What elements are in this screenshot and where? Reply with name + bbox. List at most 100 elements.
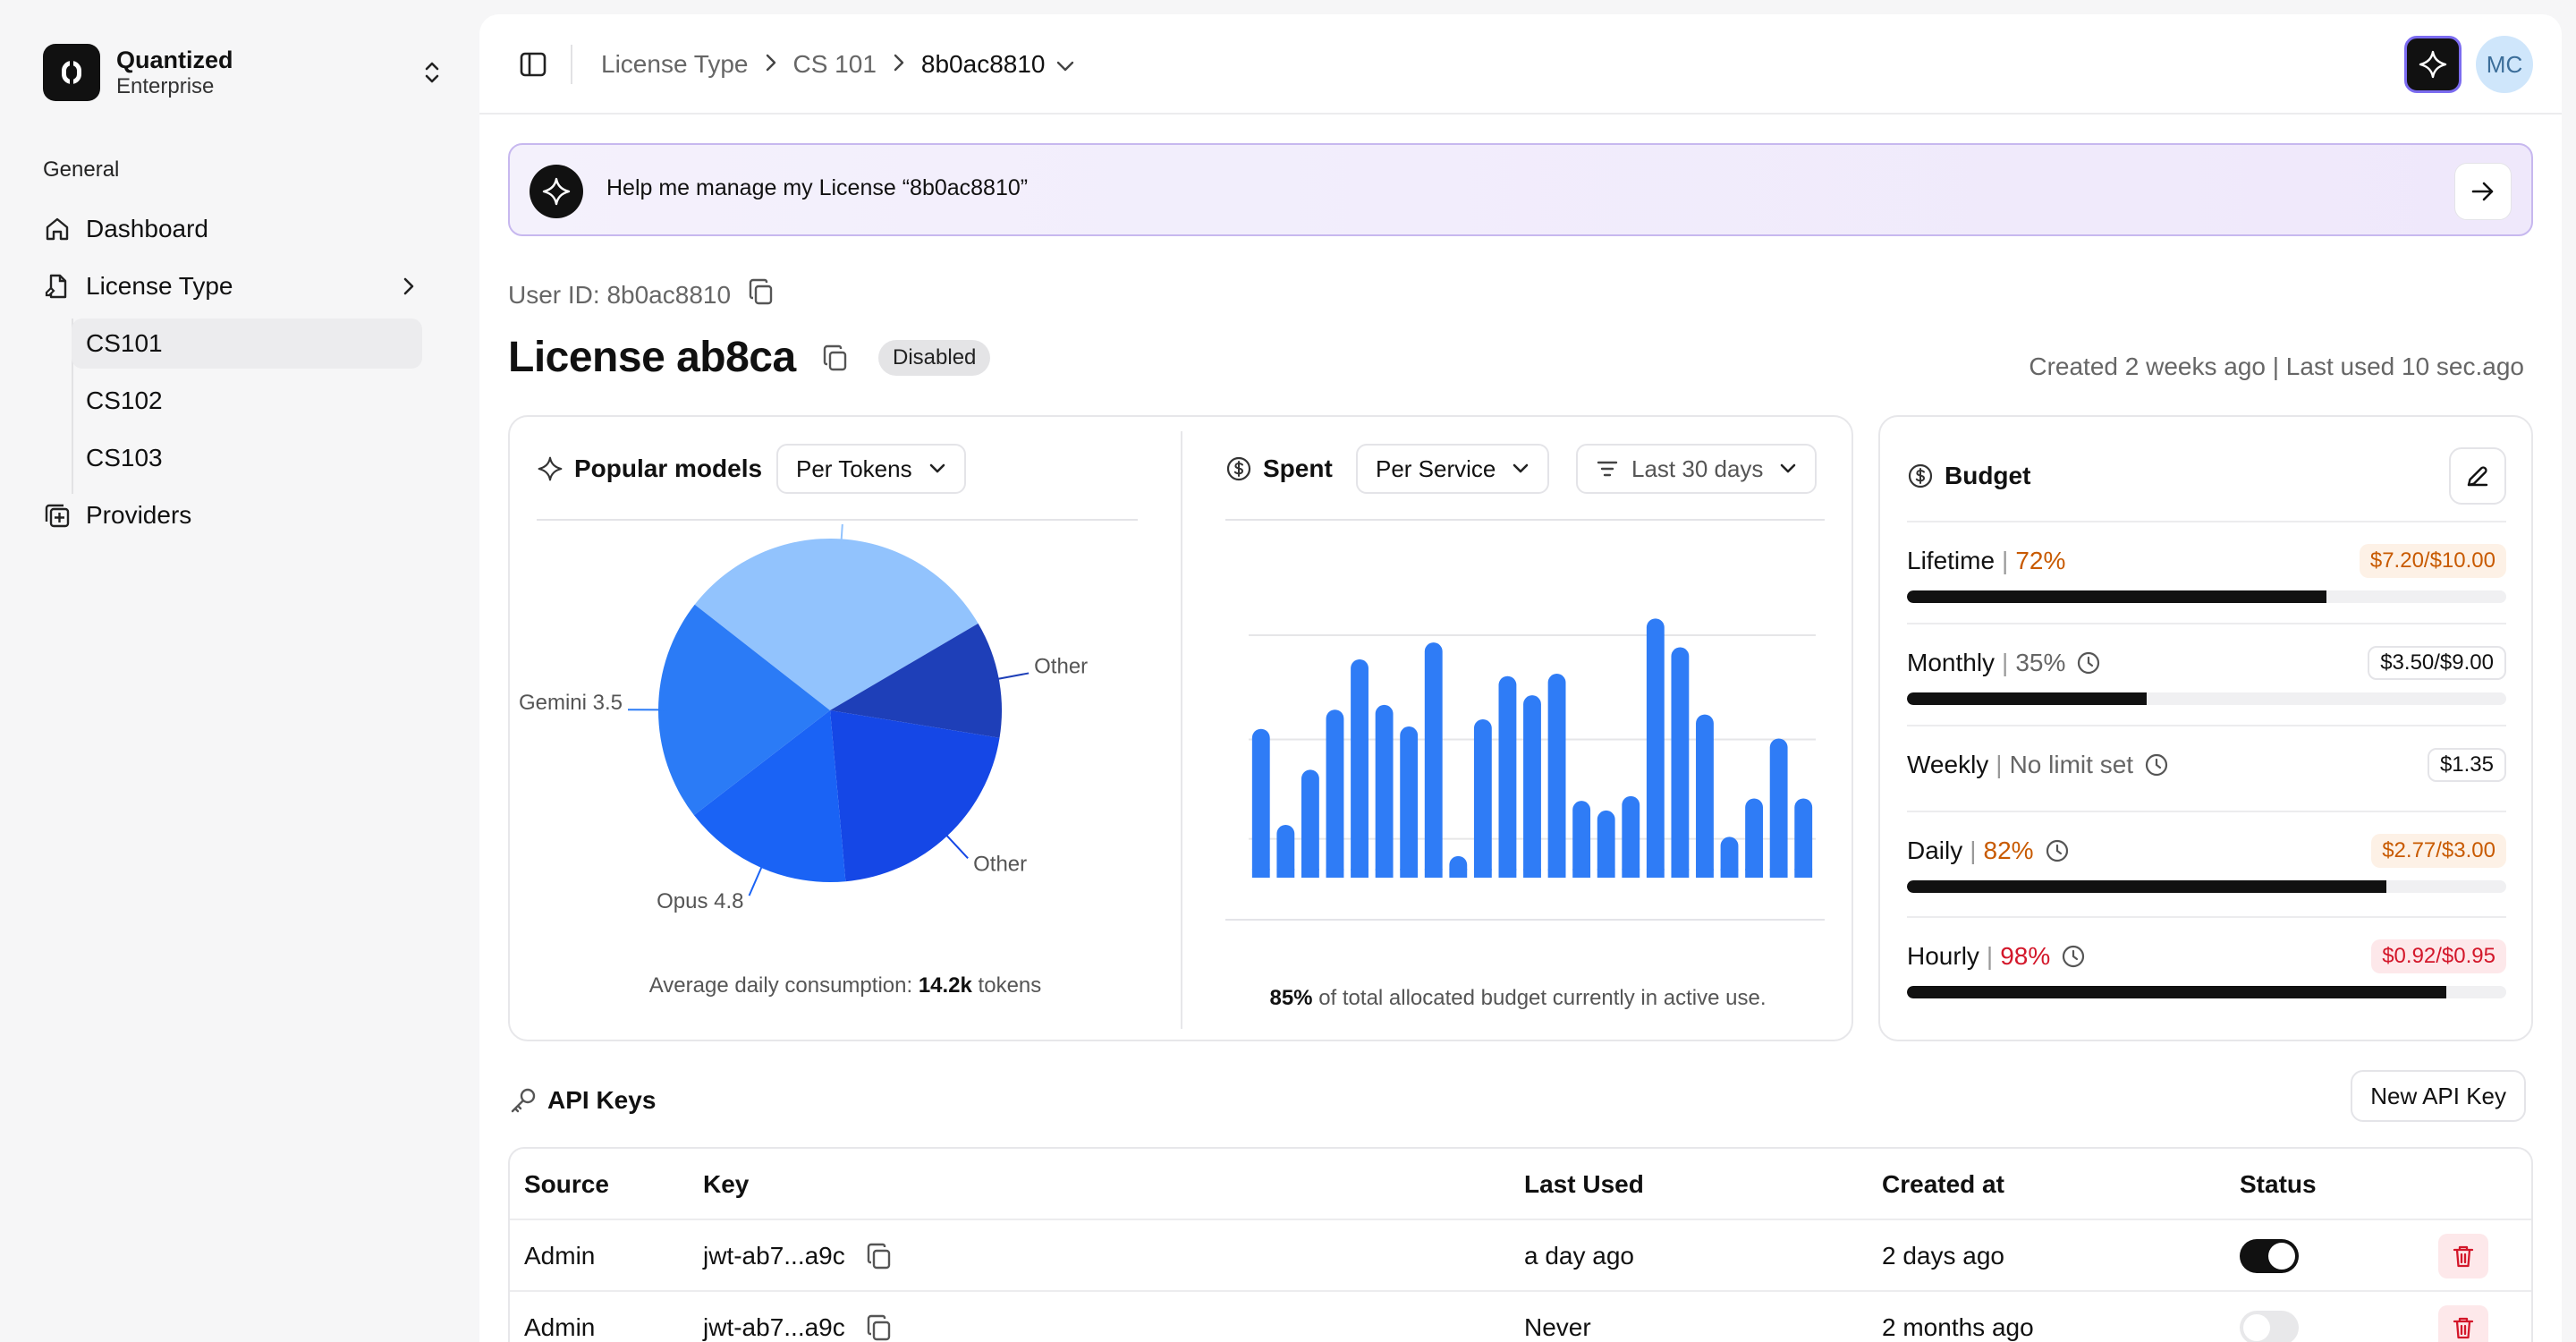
pie-slice-3[interactable] xyxy=(693,710,846,882)
bar-10[interactable] xyxy=(1498,675,1517,878)
clock-icon xyxy=(2144,752,2169,777)
pie-slice-1[interactable] xyxy=(830,623,1002,738)
sidebar-item-dashboard[interactable]: Dashboard xyxy=(41,204,422,254)
separator: | xyxy=(2002,547,2009,574)
chevrons-up-down-icon[interactable] xyxy=(419,55,445,90)
divider xyxy=(1907,916,2506,918)
bar-12[interactable] xyxy=(1547,674,1566,878)
assistant-prompt-bar[interactable]: Help me manage my License “8b0ac8810” xyxy=(508,143,2533,236)
bar-3[interactable] xyxy=(1326,709,1344,878)
bar-22[interactable] xyxy=(1794,798,1813,879)
bar-5[interactable] xyxy=(1375,704,1394,878)
cell-created-at: 2 months ago xyxy=(1882,1313,2034,1341)
bar-7[interactable] xyxy=(1424,642,1443,878)
bar-base-0 xyxy=(1251,869,1270,878)
bar-2[interactable] xyxy=(1301,769,1319,878)
budget-label: Monthly | 35% xyxy=(1907,646,2101,680)
cell-status xyxy=(2240,1292,2299,1342)
sidebar-item-providers[interactable]: Providers xyxy=(41,490,422,540)
bar-6[interactable] xyxy=(1400,726,1419,878)
bar-base-1 xyxy=(1276,869,1295,878)
bar-17[interactable] xyxy=(1671,647,1690,878)
file-signature-icon xyxy=(41,270,73,302)
bar-base-7 xyxy=(1424,869,1443,878)
pie-slice-0[interactable] xyxy=(694,539,979,710)
budget-header: Budget xyxy=(1907,451,2030,501)
bar-21[interactable] xyxy=(1769,738,1788,878)
assistant-send-button[interactable] xyxy=(2454,163,2512,220)
org-switcher[interactable]: Quantized Enterprise xyxy=(43,43,445,102)
delete-key-button[interactable] xyxy=(2438,1305,2488,1342)
ai-assistant-button[interactable] xyxy=(2404,36,2462,93)
chevron-down-icon xyxy=(928,463,946,474)
bar-19[interactable] xyxy=(1720,837,1739,878)
pie-leader-line xyxy=(989,672,1030,682)
chevron-right-icon xyxy=(395,273,422,300)
tokens-select[interactable]: Per Tokens xyxy=(776,444,966,494)
bar-base-8 xyxy=(1449,869,1468,878)
budget-percent: 35% xyxy=(2015,649,2066,676)
cell-actions xyxy=(2438,1292,2488,1342)
box-plus-icon xyxy=(41,499,73,531)
bar-base-2 xyxy=(1301,869,1319,878)
popular-models-footer: Average daily consumption: 14.2k tokens xyxy=(510,973,1181,998)
bar-15[interactable] xyxy=(1622,795,1640,878)
bar-14[interactable] xyxy=(1597,810,1615,878)
bar-16[interactable] xyxy=(1646,618,1665,878)
bar-base-22 xyxy=(1794,869,1813,878)
bar-4[interactable] xyxy=(1351,658,1368,878)
bar-9[interactable] xyxy=(1473,719,1492,878)
api-keys-table: Source Key Last Used Created at Status A… xyxy=(508,1147,2533,1342)
card-divider xyxy=(1181,431,1182,1029)
bar-base-13 xyxy=(1572,869,1591,878)
org-name: Quantized xyxy=(116,47,233,73)
copy-icon[interactable] xyxy=(865,1242,894,1270)
copy-icon[interactable] xyxy=(747,277,775,312)
avatar[interactable]: MC xyxy=(2476,36,2533,93)
trash-icon xyxy=(2452,1315,2475,1340)
new-api-key-button[interactable]: New API Key xyxy=(2351,1070,2526,1122)
sidebar-toggle-icon[interactable] xyxy=(515,47,551,82)
bar-base-17 xyxy=(1671,869,1690,878)
edit-budget-button[interactable] xyxy=(2449,447,2506,505)
pencil-icon xyxy=(2467,466,2488,487)
bar-base-15 xyxy=(1622,869,1640,878)
sidebar-subitem-cs103[interactable]: CS103 xyxy=(86,444,163,471)
service-select[interactable]: Per Service xyxy=(1356,444,1550,494)
bar-11[interactable] xyxy=(1523,695,1541,878)
sidebar-subitem-cs102[interactable]: CS102 xyxy=(86,386,163,414)
sidebar-subitem-cs101[interactable]: CS101 xyxy=(72,319,422,369)
bar-0[interactable] xyxy=(1251,728,1270,878)
bar-13[interactable] xyxy=(1572,801,1591,878)
popular-models-title: Popular models xyxy=(574,454,763,482)
copy-icon[interactable] xyxy=(865,1313,894,1342)
breadcrumb-license-type[interactable]: License Type xyxy=(601,50,749,78)
budget-percent: 72% xyxy=(2015,547,2066,574)
budget-progress-track xyxy=(1907,692,2506,705)
bar-base-19 xyxy=(1720,869,1739,878)
pie-leader-line xyxy=(940,828,969,859)
cell-source: Admin xyxy=(524,1242,596,1270)
clock-icon xyxy=(2045,838,2070,863)
bar-18[interactable] xyxy=(1696,714,1714,878)
bar-20[interactable] xyxy=(1745,798,1764,879)
pie-slice-2[interactable] xyxy=(830,710,1000,882)
bar-1[interactable] xyxy=(1276,825,1295,878)
copy-icon[interactable] xyxy=(821,344,850,377)
pie-slice-4[interactable] xyxy=(658,604,830,816)
col-status: Status xyxy=(2240,1170,2317,1198)
status-toggle[interactable] xyxy=(2240,1239,2299,1273)
budget-card: Budget Lifetime | 72% $7.20/$10.00 Monthly | 3… xyxy=(1878,415,2533,1041)
delete-key-button[interactable] xyxy=(2438,1234,2488,1278)
chevron-down-icon[interactable] xyxy=(1055,50,1075,79)
footer-prefix: Average daily consumption: xyxy=(648,973,913,998)
breadcrumb-current[interactable]: 8b0ac8810 xyxy=(920,50,1046,78)
budget-amount: $7.20/$10.00 xyxy=(2359,544,2506,578)
breadcrumb-cs101[interactable]: CS 101 xyxy=(792,50,877,78)
status-toggle[interactable] xyxy=(2240,1311,2299,1342)
date-range-select[interactable]: Last 30 days xyxy=(1576,444,1818,494)
sidebar-item-license-type[interactable]: License Type xyxy=(41,261,422,311)
bar-base-21 xyxy=(1769,869,1788,878)
cell-last-used: Never xyxy=(1524,1313,1591,1341)
budget-progress-track xyxy=(1907,880,2506,893)
